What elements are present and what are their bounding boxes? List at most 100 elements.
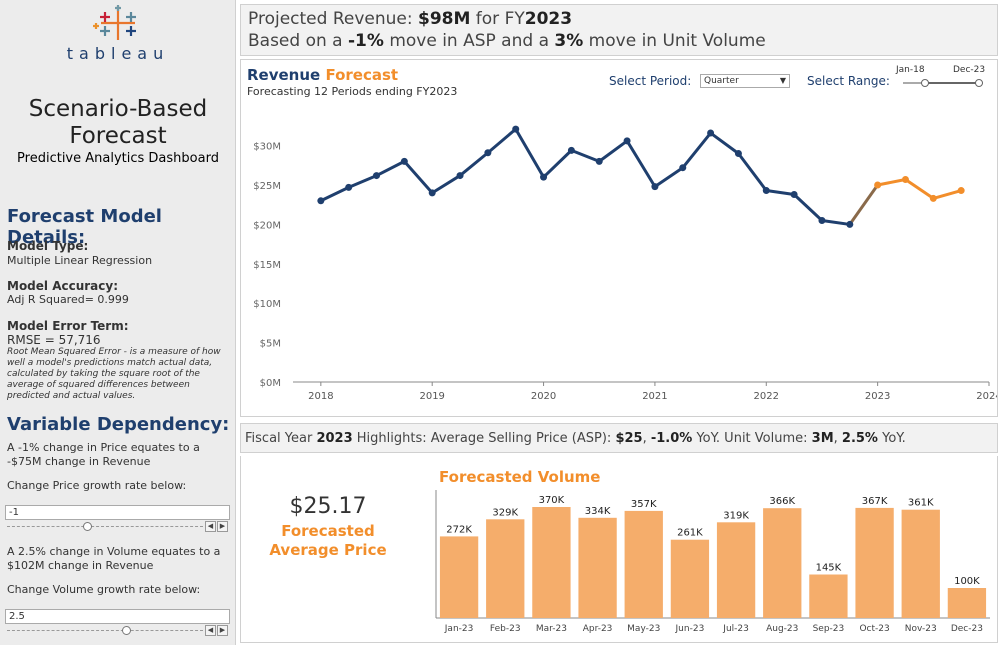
dashboard-subtitle: Predictive Analytics Dashboard bbox=[17, 151, 219, 166]
volume-bar bbox=[624, 510, 663, 618]
error-label: Model Error Term: bbox=[7, 319, 129, 333]
price-increment-button[interactable]: ▶ bbox=[217, 521, 228, 532]
fiscal-year-highlights: Fiscal Year 2023 Highlights: Average Sel… bbox=[240, 423, 998, 453]
actual-point bbox=[317, 197, 325, 205]
y-tick-label: $15M bbox=[253, 260, 281, 271]
y-tick-label: $30M bbox=[253, 142, 281, 153]
volume-bar bbox=[670, 539, 710, 618]
chevron-down-icon: ▼ bbox=[779, 76, 786, 85]
y-tick-label: $10M bbox=[253, 299, 281, 310]
actual-point bbox=[456, 172, 464, 180]
dependency-heading: Variable Dependency: bbox=[7, 414, 230, 435]
x-tick-label: 2021 bbox=[642, 391, 667, 402]
bar-category-label: May-23 bbox=[627, 624, 660, 634]
volume-prompt: Change Volume growth rate below: bbox=[7, 583, 201, 596]
bar-value-label: 334K bbox=[585, 506, 611, 517]
bar-value-label: 367K bbox=[862, 496, 888, 507]
actual-point bbox=[484, 149, 492, 157]
period-select[interactable]: Quarter ▼ bbox=[700, 74, 790, 88]
price-prompt: Change Price growth rate below: bbox=[7, 479, 187, 492]
volume-bar bbox=[439, 536, 479, 618]
revenue-chart-subtitle: Forecasting 12 Periods ending FY2023 bbox=[247, 85, 458, 98]
model-details-heading: Forecast Model Details: bbox=[7, 206, 162, 248]
actual-point bbox=[818, 216, 826, 224]
actual-point bbox=[790, 190, 798, 198]
volume-growth-slider[interactable]: ◀ ▶ bbox=[5, 625, 230, 637]
sidebar: tableau Scenario-Based Forecast Predicti… bbox=[0, 0, 236, 645]
volume-increment-button[interactable]: ▶ bbox=[217, 625, 228, 636]
bar-value-label: 361K bbox=[908, 498, 934, 509]
bar-category-label: Dec-23 bbox=[951, 624, 983, 634]
accuracy-value: Adj R Squared= 0.999 bbox=[7, 293, 129, 306]
actual-point bbox=[512, 125, 520, 133]
headline-line-2: Based on a -1% move in ASP and a 3% move… bbox=[248, 31, 766, 51]
y-tick-label: $20M bbox=[253, 220, 281, 231]
volume-decrement-button[interactable]: ◀ bbox=[205, 625, 216, 636]
range-end-label: Dec-23 bbox=[953, 65, 986, 75]
volume-bar-chart: 272K Jan-23 329K Feb-23 370K Mar-23 334K Apr-23… bbox=[435, 490, 990, 634]
forecast-point bbox=[929, 194, 937, 202]
accuracy-label: Model Accuracy: bbox=[7, 279, 119, 293]
x-tick-label: 2018 bbox=[308, 391, 333, 402]
bar-value-label: 261K bbox=[677, 528, 703, 539]
revenue-chart-title: Revenue Forecast bbox=[247, 66, 399, 84]
tableau-logo: tableau bbox=[0, 4, 236, 64]
price-decrement-button[interactable]: ◀ bbox=[205, 521, 216, 532]
price-growth-slider[interactable]: ◀ ▶ bbox=[5, 521, 230, 533]
x-tick-label: 2020 bbox=[531, 391, 556, 402]
price-growth-input[interactable]: -1 bbox=[5, 505, 230, 520]
x-tick-label: 2023 bbox=[865, 391, 890, 402]
range-slider[interactable] bbox=[901, 77, 986, 89]
error-note: Root Mean Squared Error - is a measure o… bbox=[7, 347, 221, 401]
volume-chart-title: Forecasted Volume bbox=[439, 468, 601, 486]
actual-point bbox=[345, 183, 353, 191]
bar-category-label: Jun-23 bbox=[675, 624, 705, 634]
bar-value-label: 357K bbox=[631, 499, 657, 510]
select-range-label: Select Range: bbox=[807, 74, 890, 88]
actual-point bbox=[679, 164, 687, 172]
dashboard-title: Scenario-Based Forecast bbox=[28, 96, 208, 149]
volume-bar bbox=[532, 507, 571, 618]
forecast-point bbox=[901, 176, 909, 184]
actual-point bbox=[734, 150, 742, 158]
bar-value-label: 272K bbox=[446, 524, 472, 535]
revenue-line-chart: $0M $5M $10M $15M $20M $25M $30M 2018 2019 2020 20… bbox=[253, 125, 997, 402]
volume-dependency-text: A 2.5% change in Volume equates to a $10… bbox=[7, 545, 221, 572]
forecast-point bbox=[957, 187, 965, 195]
y-tick-label: $25M bbox=[253, 181, 281, 192]
volume-growth-input[interactable]: 2.5 bbox=[5, 609, 230, 624]
y-tick-label: $5M bbox=[260, 339, 281, 350]
volume-bar bbox=[763, 508, 802, 618]
bar-category-label: Feb-23 bbox=[490, 624, 521, 634]
volume-bar bbox=[486, 519, 525, 618]
actual-point bbox=[373, 172, 381, 180]
bar-value-label: 370K bbox=[539, 495, 565, 506]
headline-line-1: Projected Revenue: $98M for FY2023 bbox=[248, 9, 573, 29]
actual-revenue-line bbox=[320, 127, 851, 226]
actual-point bbox=[595, 157, 603, 165]
range-end-handle[interactable] bbox=[975, 79, 983, 87]
model-type-value: Multiple Linear Regression bbox=[7, 254, 153, 267]
volume-slider-track bbox=[7, 630, 203, 632]
actual-point bbox=[428, 189, 436, 197]
actual-point bbox=[707, 129, 715, 137]
forecasted-price-label: Forecasted Average Price bbox=[269, 522, 387, 559]
x-tick-label: 2022 bbox=[754, 391, 779, 402]
error-value: RMSE = 57,716 bbox=[7, 333, 101, 347]
range-start-label: Jan-18 bbox=[896, 65, 925, 75]
actual-point bbox=[567, 146, 575, 154]
forecasted-price-value: $25.17 bbox=[289, 494, 367, 519]
volume-slider-thumb[interactable] bbox=[122, 626, 132, 635]
select-period-label: Select Period: bbox=[609, 74, 692, 88]
bar-category-label: Apr-23 bbox=[583, 624, 613, 634]
volume-bar bbox=[578, 517, 617, 618]
bar-category-label: Sep-23 bbox=[813, 624, 845, 634]
actual-point bbox=[846, 220, 854, 228]
price-slider-thumb[interactable] bbox=[83, 522, 93, 531]
actual-point bbox=[651, 183, 659, 191]
bar-category-label: Jan-23 bbox=[444, 624, 474, 634]
range-start-handle[interactable] bbox=[921, 79, 929, 87]
price-slider-track bbox=[7, 526, 203, 528]
tableau-logo-icon bbox=[93, 5, 136, 40]
bar-category-label: Oct-23 bbox=[859, 624, 889, 634]
